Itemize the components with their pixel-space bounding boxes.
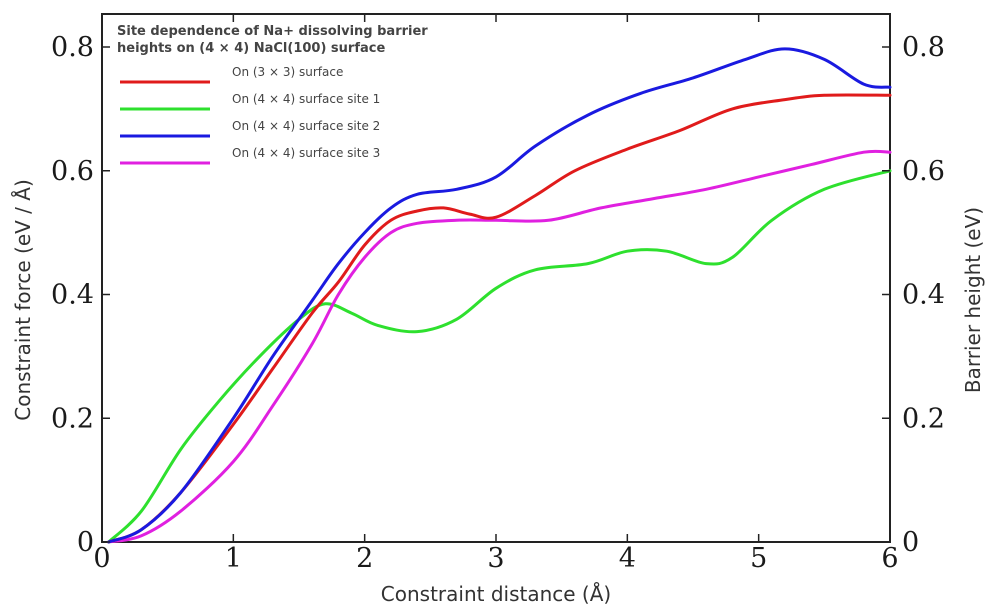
legend-entry-4x4-site1-label: On (4 × 4) surface site 1	[232, 92, 380, 106]
legend-entry-3x3-label: On (3 × 3) surface	[232, 65, 343, 79]
y-tick-label-right: 0.6	[902, 156, 945, 187]
y-tick-label-right: 0.8	[902, 32, 945, 63]
y-tick-label-left: 0.8	[51, 32, 94, 63]
series-line-3x3	[107, 93, 892, 544]
x-tick-label: 1	[225, 543, 242, 574]
y-tick-label-left: 0.4	[51, 280, 94, 311]
series-line-4x4-site3	[107, 149, 892, 544]
y-tick-label-right: 0.4	[902, 280, 945, 311]
x-tick-label: 6	[881, 543, 898, 574]
y-tick-label-left: 0	[77, 527, 94, 558]
x-tick-label: 5	[750, 543, 767, 574]
y-axis-right-title: Barrier height (eV)	[961, 207, 985, 393]
x-tick-label: 3	[487, 543, 504, 574]
y-tick-label-right: 0	[902, 527, 919, 558]
y-axis-left-title: Constraint force (eV / Å)	[11, 179, 35, 421]
y-tick-label-left: 0.2	[51, 403, 94, 434]
y-tick-label-right: 0.2	[902, 403, 945, 434]
x-axis-title: Constraint distance (Å)	[381, 582, 611, 606]
y-tick-label-left: 0.6	[51, 156, 94, 187]
x-tick-label: 0	[93, 543, 110, 574]
axis-ticks: 0 1 2 3 4 5 600.20.40.60.800.20.40.60.8	[51, 14, 945, 574]
legend-entry-4x4-site3-label: On (4 × 4) surface site 3	[232, 146, 380, 160]
legend: On (3 × 3) surface On (4 × 4) surface sit…	[120, 65, 380, 165]
legend-entry-4x4-site2-label: On (4 × 4) surface site 2	[232, 119, 380, 133]
series-lines	[107, 47, 892, 544]
x-tick-label: 2	[356, 543, 373, 574]
series-line-4x4-site1	[107, 169, 892, 544]
chart-title-line-2: heights on (4 × 4) NaCl(100) surface	[117, 41, 385, 56]
series-line-4x4-site2	[107, 47, 892, 544]
chart-title-line-1: Site dependence of Na+ dissolving barrie…	[117, 24, 428, 39]
x-tick-label: 4	[619, 543, 636, 574]
